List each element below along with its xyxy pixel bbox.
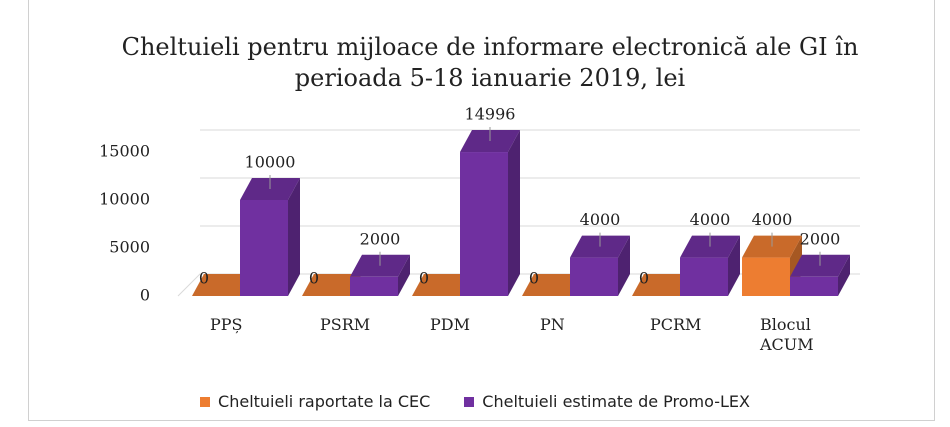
y-tick-label: 0 [140, 286, 150, 305]
bar-side [398, 254, 410, 296]
legend: Cheltuieli raportate la CEC Cheltuieli es… [0, 392, 950, 411]
value-label: 0 [639, 269, 649, 288]
bar [790, 276, 838, 296]
y-tick-label: 10000 [99, 190, 150, 209]
value-label: 4000 [690, 210, 731, 229]
chart-title: Cheltuieli pentru mijloace de informare … [121, 33, 859, 92]
legend-swatch [200, 396, 211, 407]
bar [570, 257, 618, 296]
bar-side [728, 235, 740, 296]
value-label: 4000 [752, 210, 793, 229]
x-tick-label: Blocul ACUM [760, 315, 814, 354]
bar-top [412, 274, 472, 296]
bar [240, 200, 288, 296]
value-label: 4000 [580, 210, 621, 229]
bar [350, 276, 398, 296]
value-label: 0 [199, 269, 209, 288]
bar-side [838, 254, 850, 296]
x-tick-label: PN [540, 315, 565, 334]
value-label: 0 [419, 269, 429, 288]
legend-label: Cheltuieli raportate la CEC [218, 392, 431, 411]
y-tick-label: 5000 [109, 238, 150, 257]
bar [680, 257, 728, 296]
bar [742, 257, 790, 296]
bar-top [302, 274, 362, 296]
legend-label: Cheltuieli estimate de Promo-LEX [482, 392, 750, 411]
bar-side [618, 235, 630, 296]
value-label: 0 [529, 269, 539, 288]
value-label: 10000 [245, 153, 296, 172]
x-tick-label: PSRM [320, 315, 371, 334]
bar-side [288, 178, 300, 296]
value-label: 0 [309, 269, 319, 288]
chart-frame [28, 0, 935, 421]
x-tick-label: PCRM [650, 315, 702, 334]
x-tick-label: PPȘ [210, 315, 243, 334]
bar-top [632, 274, 692, 296]
legend-item: Cheltuieli raportate la CEC [200, 392, 430, 411]
floor [177, 273, 860, 297]
value-label: 2000 [360, 229, 401, 248]
bar-top [522, 274, 582, 296]
bar [460, 152, 508, 296]
legend-swatch [464, 396, 475, 407]
value-label: 14996 [465, 105, 516, 124]
bar-side [508, 130, 520, 296]
legend-item: Cheltuieli estimate de Promo-LEX [464, 392, 750, 411]
x-tick-label: PDM [430, 315, 470, 334]
value-label: 2000 [800, 229, 841, 248]
y-tick-label: 15000 [99, 142, 150, 161]
bar-top [192, 274, 252, 296]
